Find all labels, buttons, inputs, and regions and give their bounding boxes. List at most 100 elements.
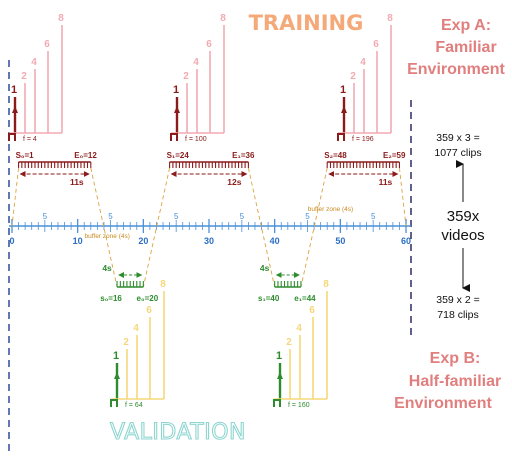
- clips-bottom-line1: 359 x 2 =: [436, 294, 480, 306]
- axis-label-minor: 5: [240, 212, 245, 221]
- training-duration-label: 12s: [227, 177, 241, 187]
- frame-label: f = 196: [352, 136, 374, 143]
- frame-arrow-head: [12, 106, 18, 113]
- staircase-label: 4: [31, 57, 37, 68]
- frame-arrow-head: [277, 372, 283, 379]
- exp-a-line3: Environment: [407, 61, 505, 78]
- staircase-label: 6: [206, 39, 212, 50]
- buffer-connector: [247, 167, 276, 288]
- frame-hook: [110, 399, 118, 407]
- staircase-label: 6: [146, 305, 152, 316]
- training-end-label: E₀=12: [74, 151, 97, 160]
- staircase-label: 2: [123, 337, 129, 348]
- frame-hook: [8, 133, 16, 141]
- axis-label-major: 50: [335, 236, 345, 246]
- frame-label: f = 64: [125, 402, 143, 409]
- axis-label-major: 60: [401, 236, 411, 246]
- clips-top-line2: 1077 clips: [434, 147, 481, 159]
- training-start-label: S₁=24: [167, 151, 190, 160]
- staircase-label: 6: [309, 305, 315, 316]
- exp-b-line3: Environment: [394, 395, 492, 412]
- training-duration-label: 11s: [379, 177, 393, 187]
- axis-label-major: 0: [9, 236, 14, 246]
- staircase-label: 2: [183, 71, 189, 82]
- buffer-connector: [90, 167, 118, 288]
- staircase-label: 6: [44, 39, 50, 50]
- staircase-label: 8: [160, 279, 166, 290]
- exp-a-line1: Exp A:: [441, 17, 491, 34]
- staircase-label: 8: [220, 13, 226, 24]
- frame-arrow-head: [341, 106, 347, 113]
- training-duration-label: 11s: [70, 177, 84, 187]
- staircase-label: 4: [360, 57, 366, 68]
- timeline-axis: 0 10 20 30 40 50 60 5 5 5 5 5 5: [9, 212, 411, 246]
- buffer-connector: [11, 167, 20, 227]
- staircase-label: 2: [21, 71, 27, 82]
- buffer-zone-label: buffer zone (4s): [85, 233, 130, 240]
- staircase-label: 8: [323, 279, 329, 290]
- exp-a-line2: Familiar: [435, 39, 496, 56]
- axis-label-major: 30: [204, 236, 214, 246]
- training-title: TRAINING: [249, 11, 364, 35]
- staircase-label: 4: [296, 323, 302, 334]
- staircase-label: 2: [286, 337, 292, 348]
- buffer-zone-lines: buffer zone (4s) buffer zone (4s): [11, 167, 407, 288]
- staircase-label: 1: [173, 84, 179, 96]
- axis-label-minor: 5: [43, 212, 48, 221]
- staircase-label: 1: [11, 84, 17, 96]
- staircase-label: 6: [373, 39, 379, 50]
- validation-duration-label: 4s: [260, 263, 270, 273]
- axis-label-minor: 5: [108, 212, 113, 221]
- frame-hook: [337, 133, 345, 141]
- staircase-label: 8: [58, 13, 64, 24]
- validation-title: VALIDATION: [110, 420, 246, 445]
- exp-b-line1: Exp B:: [430, 350, 481, 367]
- frame-label: f = 4: [23, 136, 37, 143]
- clips-bottom-line2: 718 clips: [437, 309, 478, 321]
- training-start-label: S₂=48: [324, 151, 347, 160]
- staircase-label: 4: [193, 57, 199, 68]
- staircase-label: 1: [276, 350, 282, 362]
- buffer-connector: [300, 167, 328, 288]
- staircase-label: 2: [350, 71, 356, 82]
- staircase-label: 1: [113, 350, 119, 362]
- videos-word: videos: [441, 227, 484, 244]
- staircase-label: 4: [133, 323, 139, 334]
- validation-duration-label: 4s: [102, 263, 112, 273]
- staircase-label: 1: [340, 84, 346, 96]
- buffer-connector: [142, 167, 171, 288]
- frame-hook: [273, 399, 281, 407]
- training-end-label: E₂=59: [383, 151, 406, 160]
- videos-count: 359x: [447, 208, 480, 225]
- buffer-zone-label: buffer zone (4s): [308, 206, 353, 213]
- axis-label-major: 40: [270, 236, 280, 246]
- frame-arrow-head: [174, 106, 180, 113]
- validation-start-label: s₁=40: [258, 294, 280, 303]
- validation-end-label: e₁=44: [294, 294, 316, 303]
- exp-b-line2: Half-familiar: [409, 373, 501, 390]
- axis-label-major: 10: [73, 236, 83, 246]
- buffer-connector: [398, 167, 407, 227]
- axis-label-major: 20: [138, 236, 148, 246]
- axis-label-minor: 5: [174, 212, 179, 221]
- validation-start-label: s₀=16: [100, 294, 122, 303]
- clips-top-line1: 359 x 3 =: [436, 132, 480, 144]
- frame-hook: [170, 133, 178, 141]
- frame-arrow-head: [114, 372, 120, 379]
- frame-label: f = 160: [288, 402, 310, 409]
- axis-label-minor: 5: [371, 212, 376, 221]
- training-start-label: S₀=1: [16, 151, 35, 160]
